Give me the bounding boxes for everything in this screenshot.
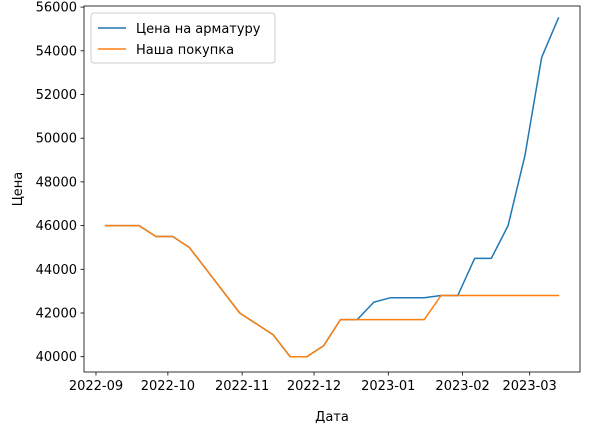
x-tick-label: 2022-12 — [287, 379, 341, 394]
x-tick-label: 2023-02 — [435, 379, 489, 394]
x-tick-label: 2022-11 — [215, 379, 269, 394]
y-tick-label: 48000 — [36, 175, 77, 190]
x-tick-label: 2022-10 — [141, 379, 195, 394]
y-tick-label: 50000 — [36, 132, 77, 147]
y-tick-label: 46000 — [36, 219, 77, 234]
y-axis-label: Цена — [11, 172, 26, 207]
series-line-2 — [104, 224, 560, 358]
y-tick-label: 44000 — [36, 263, 77, 278]
x-axis: 2022-09 2022-10 2022-11 2022-12 2023-01 2023-… — [69, 372, 557, 394]
y-tick-label: 42000 — [36, 307, 77, 322]
series-layer — [104, 17, 560, 358]
x-axis-label: Дата — [315, 410, 349, 425]
x-tick-label: 2023-01 — [361, 379, 415, 394]
legend: Цена на арматуру Наша покупка — [90, 12, 276, 64]
legend-box — [90, 12, 276, 64]
y-axis: 40000 42000 44000 46000 48000 50000 52000 54000… — [36, 1, 84, 365]
y-tick-label: 52000 — [36, 88, 77, 103]
y-tick-label: 40000 — [36, 350, 77, 365]
legend-label-2: Наша покупка — [136, 43, 234, 58]
x-tick-label: 2022-09 — [69, 379, 123, 394]
y-tick-label: 54000 — [36, 44, 77, 59]
legend-label-1: Цена на арматуру — [136, 22, 261, 37]
plot-frame — [83, 5, 581, 373]
x-tick-label: 2023-03 — [503, 379, 557, 394]
y-tick-label: 56000 — [36, 1, 77, 16]
series-line-1 — [104, 17, 560, 358]
